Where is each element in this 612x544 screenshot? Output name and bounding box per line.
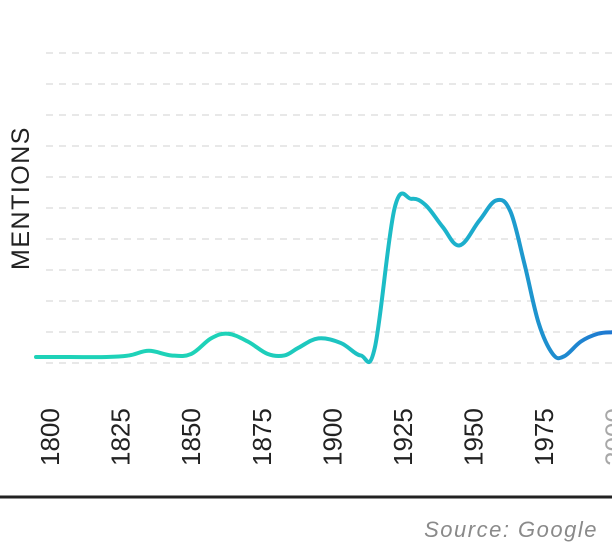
x-tick-label-1925: 1925 — [388, 408, 418, 466]
x-tick-label-1800: 1800 — [35, 408, 65, 466]
x-tick-label-1825: 1825 — [106, 408, 136, 466]
x-tick-label-1875: 1875 — [247, 408, 277, 466]
x-tick-label-2000: 2000 — [600, 408, 612, 466]
y-axis-label: MENTIONS — [7, 126, 35, 270]
grid-lines — [46, 52, 612, 364]
mentions-series-line — [34, 191, 612, 365]
x-tick-label-1900: 1900 — [317, 408, 347, 466]
x-tick-label-1950: 1950 — [459, 408, 489, 466]
source-note: Source: Google — [424, 517, 598, 542]
x-tick-label-1850: 1850 — [176, 408, 206, 466]
x-tick-labels: 1800 1825 1850 1875 1900 1925 1950 1975 2000 — [35, 408, 612, 466]
x-tick-label-1975: 1975 — [529, 408, 559, 466]
